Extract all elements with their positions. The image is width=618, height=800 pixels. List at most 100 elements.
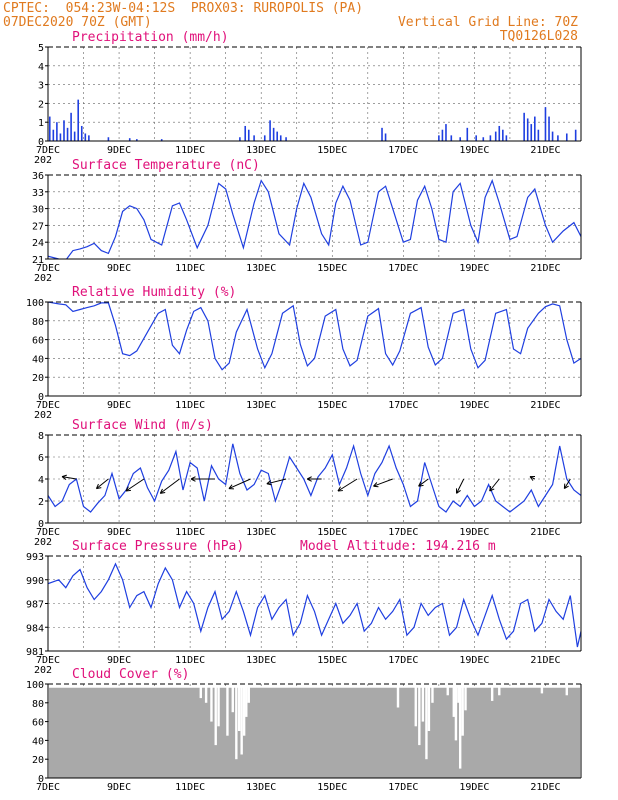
precip-bar — [128, 138, 131, 141]
cloud-gap — [231, 684, 234, 713]
precip-bar — [459, 137, 461, 141]
precip-bar — [505, 135, 508, 141]
cloud-gap — [452, 684, 455, 717]
wind-vector-head — [228, 484, 234, 490]
y-tick-label: 981 — [26, 647, 44, 658]
y-tick-label: 60 — [32, 718, 44, 729]
y-tick-label: 987 — [26, 600, 44, 611]
cloud-gap — [217, 684, 220, 727]
x-tick-label: 11DEC — [175, 263, 205, 274]
precip-bar — [48, 116, 51, 141]
wind-vector — [418, 478, 429, 487]
header-line2-left: 07DEC2020 70Z (GMT) — [3, 15, 152, 30]
precip-bar — [475, 135, 477, 141]
y-tick-label: 984 — [26, 623, 44, 634]
header-line1: CPTEC: 054:23W-04:12S PROX03: RUROPOLIS … — [3, 1, 364, 16]
precip-bar — [489, 135, 492, 141]
precip-bar — [247, 129, 250, 141]
x-tick-label: 13DEC — [246, 782, 276, 793]
x-tick-label: 9DEC — [107, 145, 131, 156]
wind-vector-head — [95, 483, 102, 490]
wind-vector — [489, 478, 500, 492]
y-tick-label: 80 — [32, 317, 44, 328]
x-tick-label: 9DEC — [107, 400, 131, 411]
panel-1: 21 24 27 30 33 36 7DEC 9DEC 11DEC 13DEC 15DEC 17DEC… — [32, 158, 582, 284]
x-year-clipped: 202 — [34, 410, 52, 421]
wind-vector — [96, 478, 109, 489]
panel-title: Surface Pressure (hPa) — [72, 539, 244, 554]
wind-vector — [337, 478, 358, 492]
wind-vector-head — [563, 483, 569, 490]
cloud-gap — [414, 684, 417, 727]
panel-title: Surface Wind (m/s) — [72, 418, 213, 433]
precip-bar — [557, 135, 559, 141]
x-tick-label: 11DEC — [175, 655, 205, 666]
x-tick-label: 9DEC — [107, 655, 131, 666]
cloud-gap — [214, 684, 217, 746]
wind-vector-head — [306, 476, 312, 482]
y-tick-label: 27 — [32, 221, 44, 232]
series-line — [48, 562, 581, 648]
cloud-gap — [421, 684, 425, 722]
precip-bar — [52, 129, 55, 141]
y-tick-label: 2 — [38, 99, 44, 110]
y-tick-label: 4 — [38, 475, 44, 486]
x-tick-label: 13DEC — [246, 145, 276, 156]
precip-bar — [279, 135, 282, 141]
precip-bar — [502, 129, 504, 141]
x-tick-label: 19DEC — [459, 400, 489, 411]
y-tick-label: 0 — [38, 774, 44, 785]
y-tick-label: 40 — [32, 736, 44, 747]
cloud-gap — [454, 684, 458, 741]
cloud-gap — [199, 684, 202, 699]
x-tick-label: 21DEC — [530, 782, 560, 793]
y-tick-label: 0 — [38, 519, 44, 530]
series-line — [48, 302, 581, 371]
x-tick-label: 15DEC — [317, 145, 347, 156]
wind-vector-head — [61, 474, 67, 480]
x-year-clipped: 202 — [34, 273, 52, 284]
x-tick-label: 17DEC — [388, 782, 418, 793]
y-tick-label: 3 — [38, 81, 44, 92]
cloud-gap — [396, 684, 400, 708]
precip-bar — [548, 116, 550, 141]
cloud-gap — [431, 684, 434, 703]
y-tick-label: 4 — [38, 62, 44, 73]
wind-vector — [159, 478, 180, 494]
x-tick-label: 15DEC — [317, 655, 347, 666]
precip-bar — [445, 124, 447, 141]
precip-bar — [285, 137, 287, 141]
panel-title: Surface Temperature (nC) — [72, 158, 260, 173]
x-tick-label: 11DEC — [175, 527, 205, 538]
x-tick-label: 21DEC — [530, 527, 560, 538]
x-tick-label: 7DEC — [36, 400, 60, 411]
cloud-gap — [210, 684, 213, 722]
precip-bar — [63, 120, 65, 141]
precip-bar — [534, 116, 536, 141]
precip-bar — [84, 133, 87, 141]
precip-bar — [384, 133, 387, 141]
wind-vector-head — [456, 488, 461, 494]
precip-bar — [276, 131, 278, 141]
y-tick-label: 21 — [32, 255, 44, 266]
precip-bar — [466, 127, 469, 141]
cloud-gap — [240, 684, 243, 755]
precip-bar — [160, 139, 163, 141]
precip-bar — [253, 135, 255, 141]
x-tick-label: 13DEC — [246, 400, 276, 411]
x-tick-label: 15DEC — [317, 782, 347, 793]
precip-bar — [136, 139, 138, 141]
cloud-gap — [461, 684, 464, 736]
wind-vector — [563, 478, 571, 489]
y-tick-label: 993 — [26, 552, 44, 563]
y-tick-label: 80 — [32, 699, 44, 710]
x-tick-label: 21DEC — [530, 400, 560, 411]
cloud-gap — [425, 684, 428, 760]
precip-bar — [239, 137, 241, 141]
wind-vector-head — [418, 481, 424, 487]
x-tick-label: 19DEC — [459, 527, 489, 538]
header-line2-right: Vertical Grid Line: 70Z — [397, 15, 578, 30]
precip-bar — [530, 124, 533, 141]
precip-bar — [59, 133, 62, 141]
precip-bar — [441, 129, 444, 141]
